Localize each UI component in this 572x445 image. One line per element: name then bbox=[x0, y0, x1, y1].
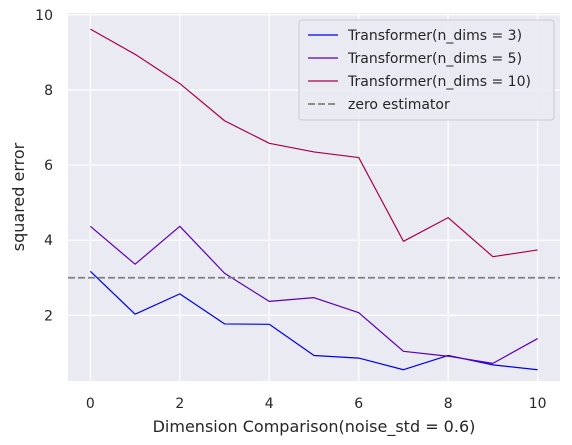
series-layer bbox=[68, 28, 560, 371]
series-line-3 bbox=[90, 28, 538, 258]
legend-label: zero estimator bbox=[348, 97, 450, 113]
legend: Transformer(n_dims = 3) Transformer(n_dim… bbox=[298, 19, 555, 121]
x-axis: 0 2 4 6 8 10 bbox=[86, 396, 547, 412]
x-tick-label: 0 bbox=[86, 396, 95, 412]
x-tick-label: 8 bbox=[444, 396, 453, 412]
x-tick-label: 10 bbox=[529, 396, 547, 412]
y-tick-label: 6 bbox=[44, 158, 53, 174]
x-tick-label: 6 bbox=[354, 396, 363, 412]
y-tick-label: 4 bbox=[44, 233, 53, 249]
legend-box bbox=[298, 19, 555, 121]
legend-label: Transformer(n_dims = 5) bbox=[347, 51, 522, 67]
y-tick-label: 2 bbox=[44, 308, 53, 324]
y-axis-label: squared error bbox=[9, 142, 28, 251]
legend-label: Transformer(n_dims = 10) bbox=[347, 74, 531, 90]
x-tick-label: 2 bbox=[175, 396, 184, 412]
legend-label: Transformer(n_dims = 3) bbox=[347, 28, 522, 44]
y-tick-label: 10 bbox=[35, 8, 53, 24]
series-line-2 bbox=[89, 225, 538, 364]
y-axis: 2 4 6 8 10 bbox=[35, 8, 53, 324]
x-axis-label: Dimension Comparison(noise_std = 0.6) bbox=[153, 417, 476, 437]
y-tick-label: 8 bbox=[44, 83, 53, 99]
x-tick-label: 4 bbox=[265, 396, 274, 412]
